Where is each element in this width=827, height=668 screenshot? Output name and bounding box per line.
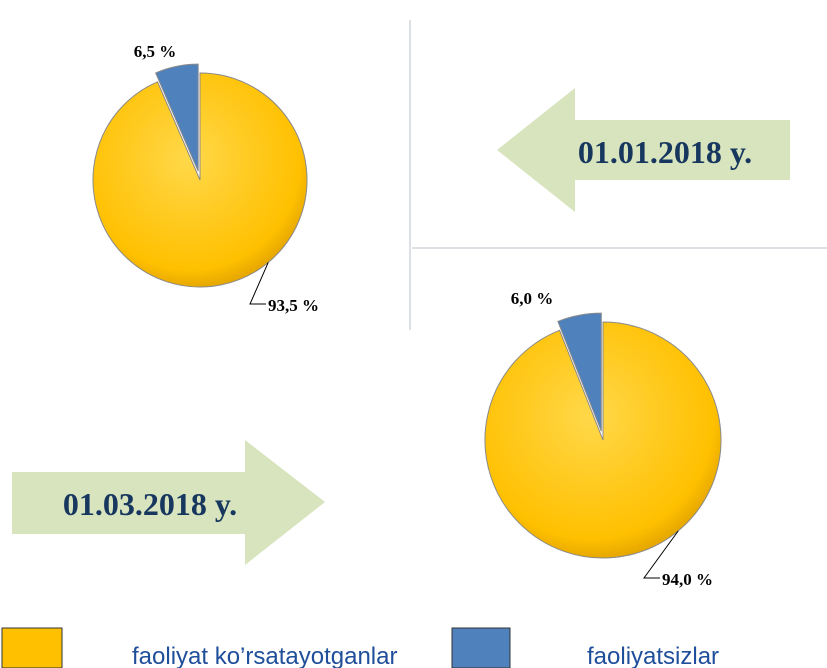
pie-slice — [557, 312, 602, 432]
legend-swatch — [451, 627, 511, 668]
arrow-right — [12, 440, 325, 565]
legend-label: faoliyatsizlar — [587, 643, 719, 668]
data-label: 6,5 % — [134, 42, 177, 61]
legend-label: faoliyat ko’rsatayotganlar — [132, 643, 397, 668]
data-label: 93,5 % — [268, 296, 319, 315]
pie-slice — [92, 72, 308, 288]
date-annotation: 01.01.2018 y. — [578, 134, 752, 170]
legend-swatch — [1, 627, 63, 668]
data-label: 94,0 % — [662, 570, 713, 589]
pie-slice — [484, 321, 722, 559]
leader-line — [249, 262, 269, 305]
pie-slice — [155, 63, 199, 172]
data-label: 6,0 % — [511, 289, 554, 308]
date-annotation: 01.03.2018 y. — [63, 486, 237, 522]
leader-line — [643, 530, 679, 579]
arrow-left — [497, 88, 790, 212]
